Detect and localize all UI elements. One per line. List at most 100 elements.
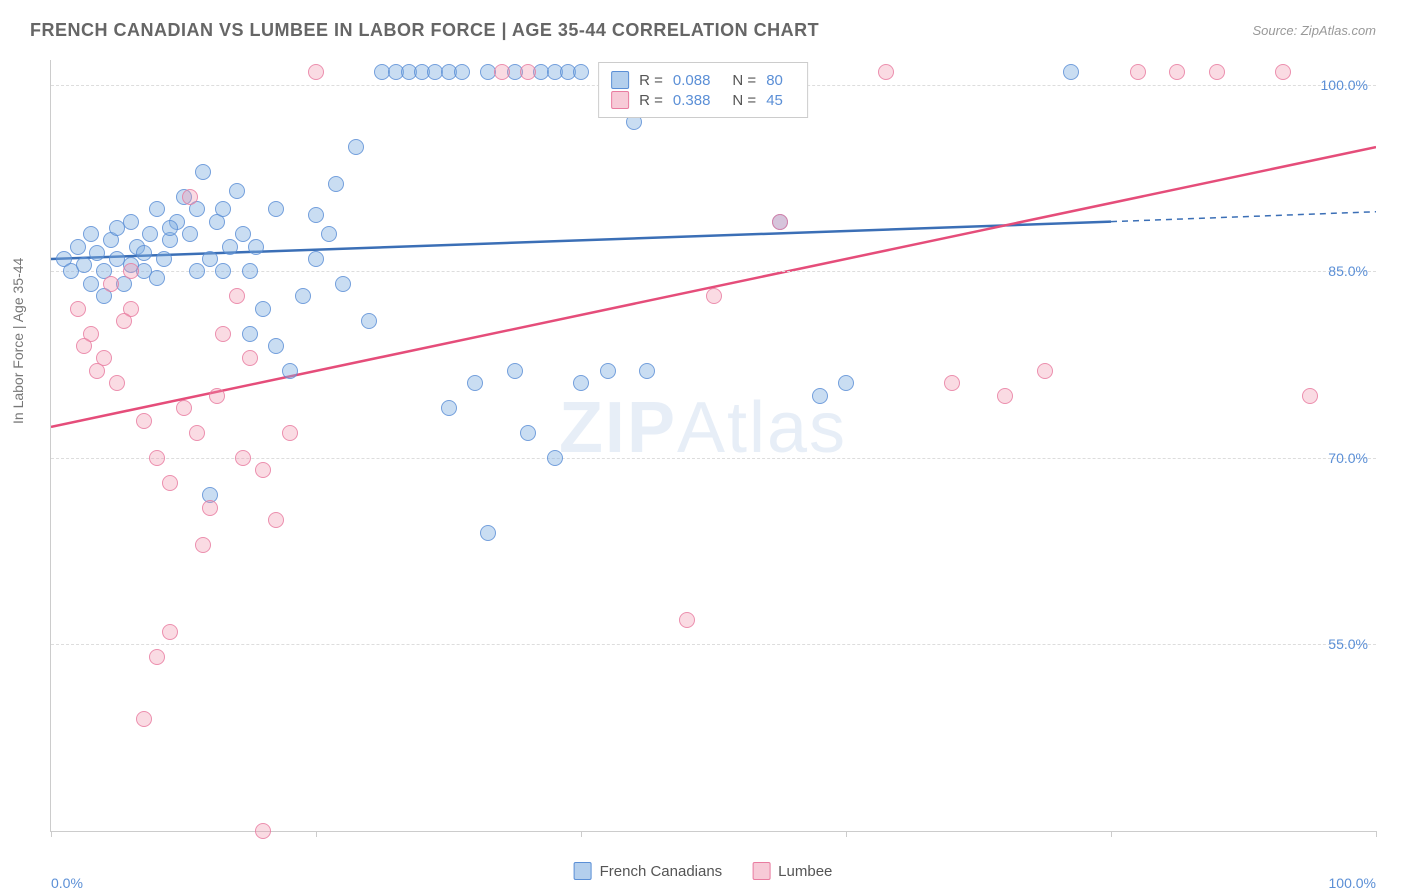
data-point xyxy=(242,350,258,366)
data-point xyxy=(202,500,218,516)
data-point xyxy=(156,251,172,267)
data-point xyxy=(573,64,589,80)
chart-header: FRENCH CANADIAN VS LUMBEE IN LABOR FORCE… xyxy=(0,0,1406,51)
data-point xyxy=(507,363,523,379)
data-point xyxy=(136,413,152,429)
data-point xyxy=(639,363,655,379)
data-point xyxy=(235,450,251,466)
data-point xyxy=(547,450,563,466)
data-point xyxy=(109,375,125,391)
data-point xyxy=(116,313,132,329)
data-point xyxy=(242,263,258,279)
x-tick-mark xyxy=(51,831,52,837)
data-point xyxy=(454,64,470,80)
data-point xyxy=(70,301,86,317)
data-point xyxy=(70,239,86,255)
data-point xyxy=(149,450,165,466)
data-point xyxy=(1275,64,1291,80)
x-tick-mark xyxy=(1376,831,1377,837)
data-point xyxy=(1037,363,1053,379)
swatch-lumbee-icon xyxy=(611,91,629,109)
data-point xyxy=(89,363,105,379)
data-point xyxy=(182,226,198,242)
data-point xyxy=(235,226,251,242)
data-point xyxy=(142,226,158,242)
data-point xyxy=(1302,388,1318,404)
data-point xyxy=(222,239,238,255)
data-point xyxy=(149,649,165,665)
data-point xyxy=(248,239,264,255)
data-point xyxy=(772,214,788,230)
data-point xyxy=(215,201,231,217)
series-legend: French Canadians Lumbee xyxy=(574,862,833,880)
stats-row-a: R = 0.088 N = 80 xyxy=(611,71,795,89)
data-point xyxy=(229,288,245,304)
data-point xyxy=(255,301,271,317)
data-point xyxy=(268,512,284,528)
data-point xyxy=(706,288,722,304)
data-point xyxy=(189,263,205,279)
data-point xyxy=(295,288,311,304)
data-point xyxy=(282,363,298,379)
data-point xyxy=(209,388,225,404)
data-point xyxy=(83,276,99,292)
data-point xyxy=(89,245,105,261)
data-point xyxy=(441,400,457,416)
data-point xyxy=(321,226,337,242)
x-tick-mark xyxy=(1111,831,1112,837)
data-point xyxy=(83,226,99,242)
data-point xyxy=(189,425,205,441)
data-point xyxy=(308,64,324,80)
data-point xyxy=(308,207,324,223)
x-tick-mark xyxy=(316,831,317,837)
data-point xyxy=(573,375,589,391)
y-axis-label: In Labor Force | Age 35-44 xyxy=(10,258,26,424)
x-tick-label-left: 0.0% xyxy=(51,875,83,891)
x-tick-mark xyxy=(581,831,582,837)
data-point xyxy=(229,183,245,199)
data-point xyxy=(282,425,298,441)
data-point xyxy=(494,64,510,80)
x-tick-mark xyxy=(846,831,847,837)
data-point xyxy=(878,64,894,80)
data-point xyxy=(103,276,119,292)
gridline xyxy=(51,644,1376,645)
data-point xyxy=(268,201,284,217)
data-point xyxy=(162,475,178,491)
data-point xyxy=(467,375,483,391)
data-point xyxy=(1169,64,1185,80)
data-point xyxy=(520,425,536,441)
data-point xyxy=(149,201,165,217)
legend-item-lumbee: Lumbee xyxy=(752,862,832,880)
stats-legend: R = 0.088 N = 80 R = 0.388 N = 45 xyxy=(598,62,808,118)
data-point xyxy=(136,245,152,261)
data-point xyxy=(520,64,536,80)
data-point xyxy=(308,251,324,267)
data-point xyxy=(328,176,344,192)
data-point xyxy=(480,525,496,541)
trend-lines xyxy=(51,60,1376,831)
data-point xyxy=(255,462,271,478)
data-point xyxy=(195,537,211,553)
data-point xyxy=(215,326,231,342)
y-tick-label: 70.0% xyxy=(1328,450,1368,466)
swatch-lumbee-icon xyxy=(752,862,770,880)
x-tick-label-right: 100.0% xyxy=(1329,875,1376,891)
swatch-french-icon xyxy=(611,71,629,89)
data-point xyxy=(76,338,92,354)
y-tick-label: 55.0% xyxy=(1328,636,1368,652)
data-point xyxy=(176,400,192,416)
data-point xyxy=(162,220,178,236)
data-point xyxy=(268,338,284,354)
y-tick-label: 85.0% xyxy=(1328,263,1368,279)
data-point xyxy=(149,270,165,286)
chart-title: FRENCH CANADIAN VS LUMBEE IN LABOR FORCE… xyxy=(30,20,819,41)
chart-source: Source: ZipAtlas.com xyxy=(1252,23,1376,38)
data-point xyxy=(997,388,1013,404)
y-tick-label: 100.0% xyxy=(1321,77,1368,93)
data-point xyxy=(123,214,139,230)
legend-item-french: French Canadians xyxy=(574,862,723,880)
data-point xyxy=(348,139,364,155)
data-point xyxy=(162,624,178,640)
scatter-chart: 55.0%70.0%85.0%100.0%0.0%100.0% xyxy=(50,60,1376,832)
